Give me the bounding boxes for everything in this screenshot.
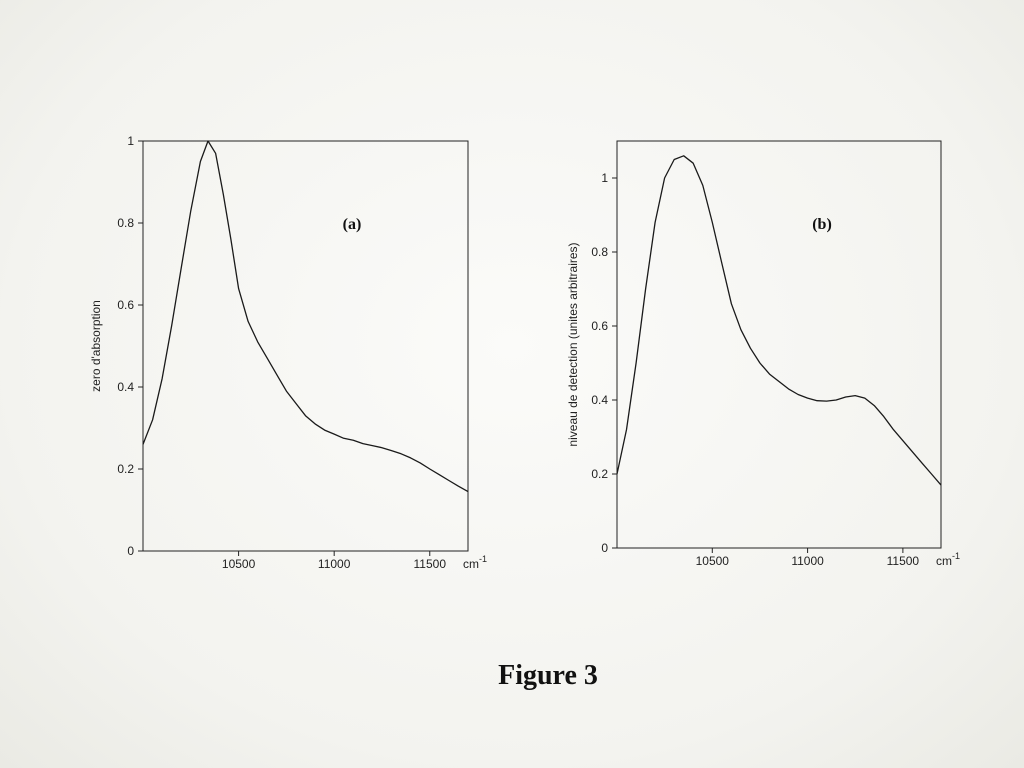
x-tick-label-b-1: 11000 — [791, 554, 824, 568]
chart-panel-b: 0 0.2 0.4 0.6 0.8 1 10500 11000 11500 cm-1 niveau … — [566, 140, 960, 568]
figure-caption: Figure 3 — [498, 660, 598, 691]
y-tick-label-a-5: 1 — [127, 134, 134, 148]
y-tick-label-a-0: 0 — [127, 544, 134, 558]
series-line-b — [616, 155, 942, 486]
x-tick-label-b-2: 11500 — [887, 554, 920, 568]
y-tick-label-a-4: 0.8 — [117, 216, 134, 230]
y-tick-label-a-1: 0.2 — [117, 462, 134, 476]
y-tick-label-b-1: 0.2 — [591, 467, 608, 481]
y-tick-label-b-0: 0 — [601, 541, 608, 555]
y-tick-label-b-2: 0.4 — [591, 393, 608, 407]
y-axis-label-b: niveau de detection (unites arbitraires) — [566, 242, 580, 446]
x-tick-label-a-1: 11000 — [318, 557, 351, 571]
chart-panel-a: 0 0.2 0.4 0.6 0.8 1 10500 11000 11500 cm-1 zero d'… — [89, 134, 487, 571]
panel-label-a: (a) — [343, 216, 362, 233]
y-tick-label-b-3: 0.6 — [591, 319, 608, 333]
series-line-a — [142, 140, 469, 493]
y-tick-label-a-2: 0.4 — [117, 380, 134, 394]
panel-label-b: (b) — [812, 216, 832, 233]
y-tick-label-b-5: 1 — [601, 171, 608, 185]
y-tick-label-a-3: 0.6 — [117, 298, 134, 312]
x-tick-label-a-0: 10500 — [222, 557, 256, 571]
y-axis-label-a: zero d'absorption — [89, 300, 103, 392]
x-tick-label-b-0: 10500 — [696, 554, 730, 568]
x-tick-label-a-2: 11500 — [414, 557, 447, 571]
x-unit-label-a: cm-1 — [463, 554, 487, 571]
y-tick-label-b-4: 0.8 — [591, 245, 608, 259]
x-unit-label-b: cm-1 — [936, 551, 960, 568]
plot-frame-b — [616, 140, 942, 549]
plot-frame-a — [142, 140, 469, 552]
